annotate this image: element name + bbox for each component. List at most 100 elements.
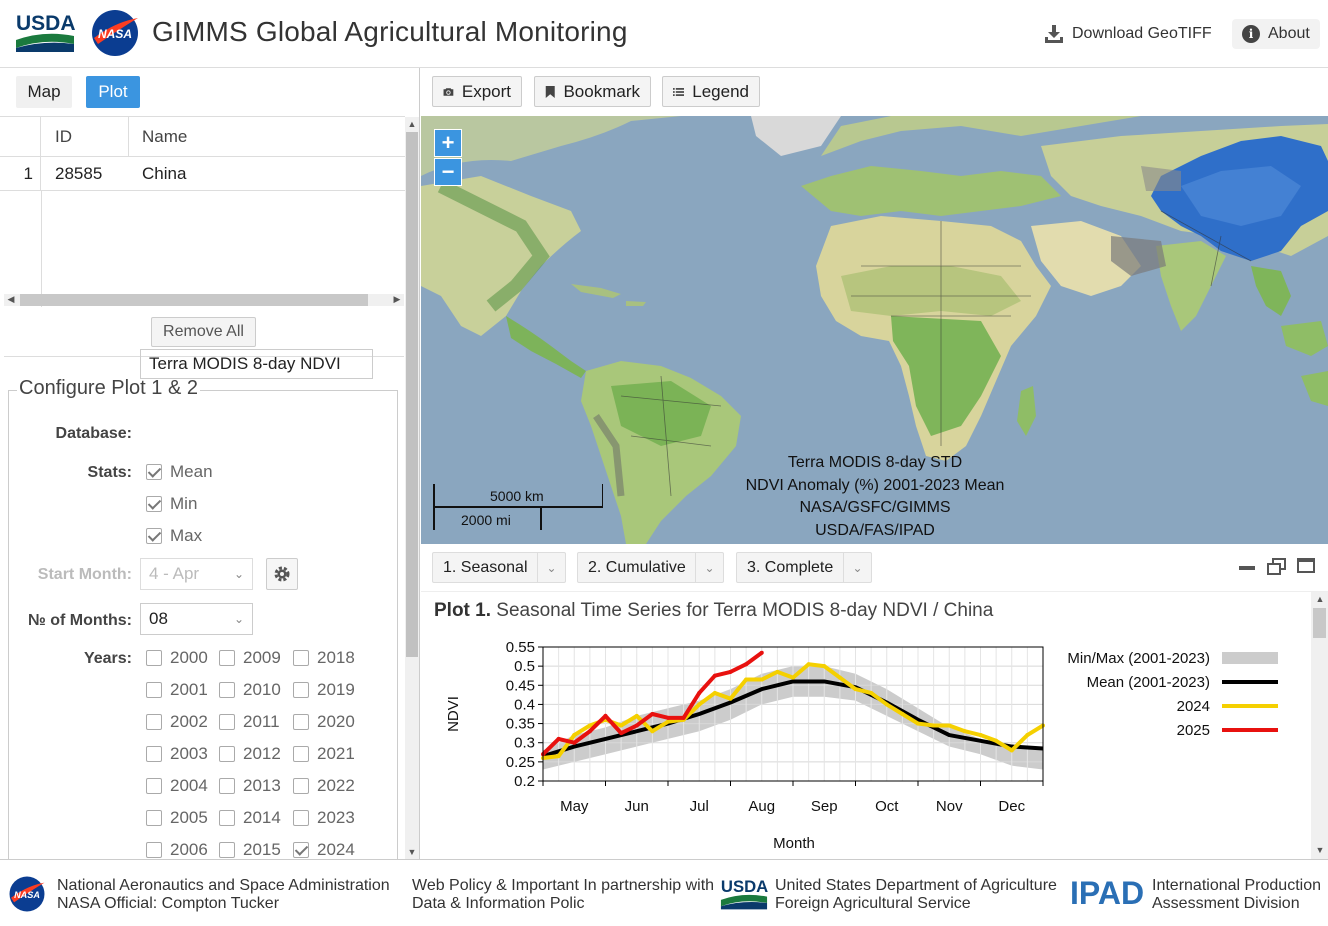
- year-checkbox-2002[interactable]: [146, 714, 162, 730]
- scroll-up-icon[interactable]: ▲: [1315, 594, 1325, 604]
- database-field[interactable]: Terra MODIS 8-day NDVI: [140, 349, 373, 379]
- tab-seasonal[interactable]: 1. Seasonal ⌄: [432, 552, 566, 583]
- plot-scrollbar[interactable]: ▲ ▼: [1311, 592, 1328, 859]
- tab-map[interactable]: Map: [16, 76, 72, 108]
- footer-usda-line1[interactable]: United States Department of Agriculture: [775, 877, 1057, 894]
- months-label: № of Months:: [27, 612, 132, 629]
- map-canvas[interactable]: [421, 116, 1328, 544]
- year-checkbox-2012[interactable]: [219, 746, 235, 762]
- scroll-right-icon[interactable]: ▶: [393, 294, 401, 304]
- year-checkbox-2003[interactable]: [146, 746, 162, 762]
- x-tick-label: Dec: [998, 798, 1025, 815]
- year-checkbox-2004[interactable]: [146, 778, 162, 794]
- zoom-out-button[interactable]: −: [434, 158, 462, 186]
- year-checkbox-2022[interactable]: [293, 778, 309, 794]
- series-point-1: [697, 702, 702, 707]
- maximize-icon[interactable]: [1297, 558, 1315, 574]
- plot-scroll-thumb[interactable]: [1313, 608, 1326, 638]
- legend-button[interactable]: Legend: [662, 76, 760, 107]
- stats-max-checkbox[interactable]: [146, 528, 162, 544]
- year-checkbox-2019[interactable]: [293, 682, 309, 698]
- tab-cumulative[interactable]: 2. Cumulative ⌄: [577, 552, 724, 583]
- year-checkbox-2013[interactable]: [219, 778, 235, 794]
- months-select[interactable]: 08 ⌄: [140, 603, 253, 635]
- year-checkbox-2009[interactable]: [219, 650, 235, 666]
- series-point-1: [572, 733, 577, 738]
- scroll-up-icon[interactable]: ▲: [407, 119, 417, 129]
- chevron-down-icon[interactable]: ⌄: [537, 553, 565, 582]
- footer-nasa-line2[interactable]: NASA Official: Compton Tucker: [57, 895, 280, 912]
- scroll-down-icon[interactable]: ▼: [407, 847, 417, 857]
- footer-ipad-text[interactable]: International Production Assessment Divi…: [1152, 877, 1321, 913]
- restore-icon[interactable]: [1267, 558, 1287, 576]
- bookmark-button[interactable]: Bookmark: [534, 76, 651, 107]
- table-horizontal-scrollbar[interactable]: ◀ ▶: [4, 294, 404, 306]
- footer-nasa-text[interactable]: National Aeronautics and Space Administr…: [57, 877, 390, 913]
- ipad-logo[interactable]: IPAD: [1070, 875, 1145, 911]
- map-toolbar: Export Bookmark Legend: [421, 68, 1328, 116]
- map-caption-line: NASA/GSFC/GIMMS: [799, 499, 951, 516]
- year-label-2001: 2001: [170, 680, 208, 699]
- table-header-id[interactable]: ID: [41, 117, 129, 157]
- footer-web-line2[interactable]: Data & Information Polic: [412, 895, 585, 912]
- minimize-icon[interactable]: [1239, 566, 1255, 572]
- start-month-select[interactable]: 4 - Apr ⌄: [140, 558, 253, 590]
- year-checkbox-2014[interactable]: [219, 810, 235, 826]
- y-tick-label: 0.55: [506, 639, 535, 656]
- table-header-name[interactable]: Name: [129, 117, 405, 157]
- stats-min-checkbox[interactable]: [146, 496, 162, 512]
- year-checkbox-2018[interactable]: [293, 650, 309, 666]
- footer-web-line1[interactable]: Web Policy & Important In partnership wi…: [412, 877, 714, 894]
- year-checkbox-2006[interactable]: [146, 842, 162, 858]
- usda-footer-logo[interactable]: USDA: [719, 876, 769, 911]
- year-label-2023: 2023: [317, 808, 355, 827]
- x-tick-label: Nov: [936, 798, 963, 815]
- year-checkbox-2001[interactable]: [146, 682, 162, 698]
- bookmark-icon: [545, 85, 555, 98]
- tab-complete[interactable]: 3. Complete ⌄: [736, 552, 872, 583]
- export-button[interactable]: Export: [432, 76, 522, 107]
- table-row-name[interactable]: China: [129, 157, 405, 191]
- y-tick-label: 0.5: [514, 658, 535, 675]
- download-geotiff-button[interactable]: Download GeoTIFF: [1036, 19, 1220, 49]
- footer-web-policy[interactable]: Web Policy & Important In partnership wi…: [412, 877, 714, 913]
- map-view[interactable]: + − Terra MODIS 8-day STD NDVI Anomaly (…: [421, 116, 1328, 544]
- stats-mean-checkbox[interactable]: [146, 464, 162, 480]
- table-scroll-thumb[interactable]: [20, 294, 368, 306]
- divider: [4, 356, 404, 357]
- nasa-footer-logo[interactable]: NASA: [8, 875, 46, 913]
- footer-usda-line2[interactable]: Foreign Agricultural Service: [775, 895, 971, 912]
- chevron-down-icon: ⌄: [233, 612, 244, 626]
- year-checkbox-2021[interactable]: [293, 746, 309, 762]
- table-row-index[interactable]: 1: [0, 157, 41, 191]
- scroll-down-icon[interactable]: ▼: [1315, 845, 1325, 855]
- year-checkbox-2023[interactable]: [293, 810, 309, 826]
- year-checkbox-2000[interactable]: [146, 650, 162, 666]
- chevron-down-icon[interactable]: ⌄: [695, 553, 723, 582]
- ndvi-chart[interactable]: 0.2 0.25 0.3 0.35 0.4 0.45 0.5 0.55 May Jun Jul Aug…: [421, 592, 1301, 859]
- footer-ipad-line1[interactable]: International Production: [1152, 877, 1321, 894]
- series-point-2: [759, 650, 764, 655]
- footer-usda-text[interactable]: United States Department of Agriculture …: [775, 877, 1057, 913]
- left-panel-scroll-thumb[interactable]: [406, 132, 418, 657]
- year-label-2012: 2012: [243, 744, 281, 763]
- tab-plot[interactable]: Plot: [86, 76, 140, 108]
- configure-plot-fieldset: Configure Plot 1 & 2: [8, 377, 398, 859]
- zoom-in-button[interactable]: +: [434, 129, 462, 157]
- series-point-1: [869, 690, 874, 695]
- year-checkbox-2005[interactable]: [146, 810, 162, 826]
- scroll-left-icon[interactable]: ◀: [7, 294, 15, 304]
- year-checkbox-2010[interactable]: [219, 682, 235, 698]
- y-tick-label: 0.4: [514, 696, 535, 713]
- year-checkbox-2011[interactable]: [219, 714, 235, 730]
- settings-button[interactable]: [266, 558, 298, 590]
- year-checkbox-2024[interactable]: [293, 842, 309, 858]
- table-row-id[interactable]: 28585: [41, 157, 129, 191]
- chevron-down-icon[interactable]: ⌄: [843, 553, 871, 582]
- year-checkbox-2020[interactable]: [293, 714, 309, 730]
- footer-ipad-line2[interactable]: Assessment Division: [1152, 895, 1300, 912]
- about-button[interactable]: i About: [1232, 19, 1320, 49]
- footer-nasa-line1[interactable]: National Aeronautics and Space Administr…: [57, 877, 390, 894]
- remove-all-button[interactable]: Remove All: [151, 317, 256, 347]
- year-checkbox-2015[interactable]: [219, 842, 235, 858]
